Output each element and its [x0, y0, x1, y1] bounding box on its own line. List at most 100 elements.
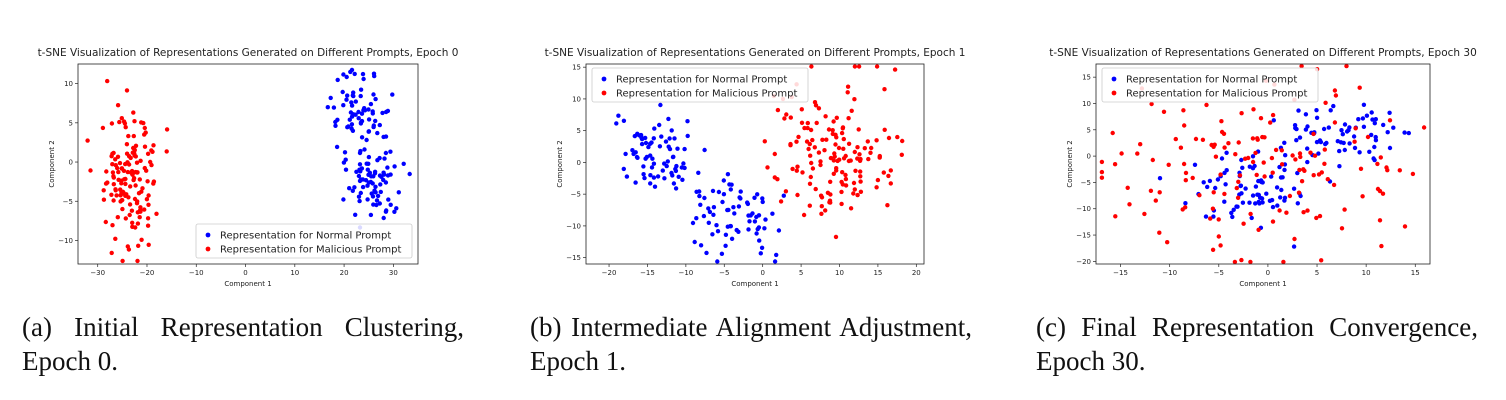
x-tick-label: −15 — [1113, 269, 1128, 277]
data-point — [698, 243, 704, 248]
data-point — [1237, 173, 1243, 178]
data-point — [639, 141, 645, 147]
data-point — [1299, 179, 1305, 184]
data-point — [128, 155, 133, 161]
data-point — [1328, 108, 1333, 113]
data-point — [886, 173, 891, 179]
data-point — [375, 193, 381, 199]
data-point — [659, 134, 664, 139]
data-point — [832, 151, 837, 156]
data-point — [138, 158, 143, 163]
data-point — [721, 192, 727, 197]
data-point — [371, 71, 377, 76]
data-point — [745, 200, 750, 205]
data-point — [818, 162, 823, 168]
data-point — [736, 229, 741, 234]
data-point — [1375, 161, 1380, 167]
data-point — [1318, 139, 1324, 145]
data-point — [667, 146, 673, 152]
data-point — [350, 188, 355, 193]
data-point — [385, 165, 390, 170]
data-point — [826, 127, 832, 132]
y-tick-label: 5 — [1087, 126, 1091, 134]
data-point — [1253, 201, 1258, 206]
data-point — [1370, 117, 1375, 122]
data-point — [781, 193, 786, 198]
data-point — [660, 168, 665, 173]
data-point — [725, 207, 730, 213]
data-point — [858, 189, 864, 194]
data-point — [133, 183, 138, 188]
data-point — [729, 182, 734, 187]
data-point — [869, 145, 874, 151]
data-point — [341, 72, 346, 77]
data-point — [343, 157, 348, 162]
data-point — [1372, 157, 1377, 163]
data-point — [783, 189, 789, 194]
x-tick-label: 5 — [799, 269, 803, 277]
data-point — [813, 186, 818, 192]
data-point — [135, 221, 141, 226]
data-point — [371, 124, 376, 130]
x-tick-label: 15 — [873, 269, 882, 277]
data-point — [831, 158, 836, 163]
data-point — [1305, 146, 1310, 151]
data-point — [679, 165, 684, 170]
data-point — [621, 166, 626, 172]
data-point — [1402, 130, 1407, 135]
y-tick-label: −20 — [1076, 258, 1091, 266]
data-point — [858, 169, 863, 174]
y-tick-label: 0 — [69, 159, 73, 167]
data-point — [1319, 258, 1324, 263]
data-point — [133, 225, 138, 230]
data-point — [840, 125, 846, 130]
data-point — [1213, 185, 1218, 191]
data-point — [1256, 192, 1261, 198]
data-point — [1378, 155, 1383, 160]
data-point — [833, 142, 838, 147]
data-point — [1351, 134, 1357, 139]
data-point — [853, 168, 858, 173]
data-point — [643, 156, 648, 161]
data-point — [1312, 153, 1318, 158]
data-point — [349, 103, 355, 108]
data-point — [117, 119, 122, 125]
data-point — [828, 179, 833, 184]
data-point — [1335, 139, 1340, 144]
data-point — [123, 216, 128, 221]
data-point — [1238, 183, 1243, 189]
data-point — [1369, 110, 1374, 115]
data-point — [841, 136, 846, 142]
data-point — [1229, 210, 1234, 216]
data-point — [885, 203, 890, 208]
data-point — [1381, 122, 1386, 128]
data-point — [1165, 240, 1170, 245]
data-point — [349, 114, 355, 119]
data-point — [1321, 126, 1327, 132]
data-point — [1339, 128, 1344, 133]
data-point — [765, 165, 770, 170]
x-tick-label: 5 — [1315, 269, 1319, 277]
data-point — [381, 215, 386, 221]
data-point — [1290, 153, 1295, 158]
data-point — [1296, 190, 1302, 195]
legend-label: Representation for Malicious Prompt — [220, 245, 401, 256]
data-point — [1364, 113, 1370, 118]
x-tick-label: −5 — [1214, 269, 1224, 277]
x-tick-label: 15 — [1411, 269, 1420, 277]
data-point — [122, 177, 127, 182]
data-point — [125, 160, 130, 165]
data-point — [886, 135, 892, 141]
data-point — [1297, 135, 1303, 140]
data-point — [692, 239, 697, 245]
y-tick-label: −15 — [566, 254, 581, 262]
data-point — [757, 238, 762, 243]
plot-frame — [77, 63, 419, 265]
data-point — [1110, 130, 1115, 136]
data-point — [702, 195, 707, 201]
data-point — [790, 166, 795, 172]
data-point — [365, 167, 370, 172]
data-point — [370, 111, 375, 116]
data-point — [1322, 161, 1327, 166]
data-point — [103, 219, 109, 225]
